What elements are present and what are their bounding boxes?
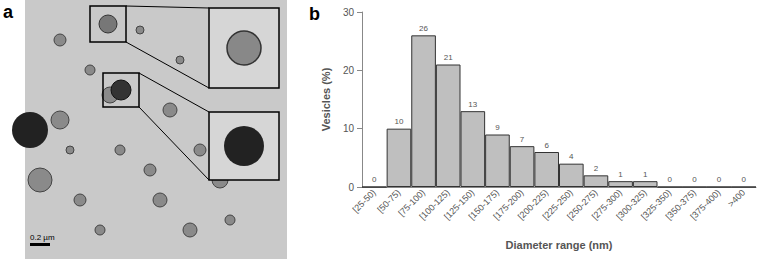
svg-text:13: 13	[468, 100, 477, 109]
svg-text:21: 21	[444, 53, 453, 62]
svg-text:10: 10	[343, 123, 355, 134]
svg-text:a: a	[3, 2, 14, 22]
svg-text:[25-50): [25-50)	[351, 187, 378, 214]
svg-text:Diameter range (nm): Diameter range (nm)	[506, 239, 613, 251]
svg-text:0: 0	[692, 175, 697, 184]
svg-text:1: 1	[618, 170, 623, 179]
svg-text:0.2 µm: 0.2 µm	[30, 233, 55, 242]
svg-text:[350-375): [350-375)	[663, 187, 698, 222]
svg-text:[125-150): [125-150)	[442, 187, 477, 222]
svg-text:10: 10	[394, 117, 403, 126]
svg-text:[100-125): [100-125)	[417, 187, 452, 222]
svg-text:6: 6	[544, 141, 549, 150]
svg-text:0: 0	[717, 175, 722, 184]
svg-text:9: 9	[495, 123, 500, 132]
svg-text:[150-175): [150-175)	[466, 187, 501, 222]
svg-text:0: 0	[741, 175, 746, 184]
svg-text:[250-275): [250-275)	[565, 187, 600, 222]
svg-text:1: 1	[643, 170, 648, 179]
svg-text:[200-225): [200-225)	[516, 187, 551, 222]
svg-text:[175-200): [175-200)	[491, 187, 526, 222]
svg-text:4: 4	[569, 152, 574, 161]
svg-text:26: 26	[419, 24, 428, 33]
svg-text:[75-100): [75-100)	[396, 187, 428, 219]
svg-text:b: b	[309, 4, 320, 24]
svg-text:[375-400): [375-400)	[688, 187, 722, 221]
svg-text:0: 0	[372, 175, 377, 184]
svg-text:0: 0	[348, 182, 354, 193]
svg-text:0: 0	[668, 175, 673, 184]
svg-text:[50-75): [50-75)	[375, 187, 403, 215]
svg-text:30: 30	[343, 7, 355, 18]
svg-text:7: 7	[520, 135, 525, 144]
svg-text:[300-325): [300-325)	[614, 187, 649, 222]
svg-text:[225-250): [225-250)	[540, 187, 575, 222]
svg-text:[325-350): [325-350)	[639, 187, 674, 222]
svg-text:2: 2	[594, 164, 599, 173]
svg-text:20: 20	[343, 65, 355, 76]
svg-text:>400: >400	[726, 187, 747, 208]
svg-text:Vesicles (%): Vesicles (%)	[320, 67, 332, 131]
svg-text:[275-300): [275-300)	[589, 187, 625, 222]
